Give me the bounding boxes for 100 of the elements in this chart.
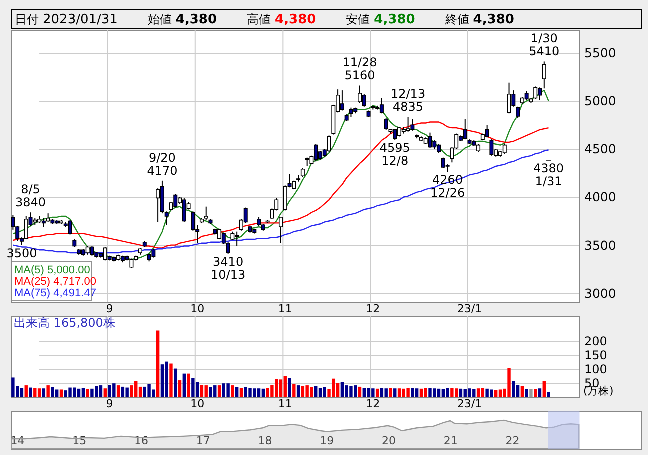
bar xyxy=(442,389,446,397)
candlestick xyxy=(362,94,366,108)
text: 日付 xyxy=(15,12,39,26)
bar xyxy=(218,386,222,397)
annotation: 12/13 4835 xyxy=(391,86,426,114)
candlestick xyxy=(358,85,362,104)
bar xyxy=(437,388,441,397)
bar xyxy=(121,386,125,397)
bar xyxy=(248,388,252,397)
candlestick xyxy=(90,246,94,256)
bar xyxy=(240,388,244,397)
annotation: 9/20 4170 xyxy=(147,150,178,178)
x-tick-label: 21 xyxy=(444,434,458,448)
bar xyxy=(538,388,542,397)
bar xyxy=(516,385,520,397)
bar xyxy=(323,387,326,397)
chart-title: 出来高 165,800株 xyxy=(14,316,116,330)
x-tick-label: 19 xyxy=(320,434,334,448)
candlestick xyxy=(410,118,415,132)
y-tick-label: 3000 xyxy=(584,286,616,301)
bar xyxy=(99,386,103,397)
bar xyxy=(512,381,516,397)
bar xyxy=(542,381,546,397)
bar xyxy=(402,388,406,397)
candlestick xyxy=(327,135,332,153)
bar xyxy=(200,385,204,397)
bar xyxy=(170,364,173,397)
text: 高値 xyxy=(247,12,272,26)
bar xyxy=(160,364,164,397)
bar xyxy=(446,388,450,397)
bar xyxy=(468,388,472,397)
bar xyxy=(204,386,208,397)
candlestick xyxy=(191,211,196,232)
x-tick-label: 22 xyxy=(506,434,520,448)
x-tick-label: 23/1 xyxy=(457,302,482,316)
annotation: 8/5 3840 xyxy=(15,182,46,210)
bar xyxy=(415,388,419,397)
x-tick-label: 11 xyxy=(278,302,292,316)
bar xyxy=(104,388,107,397)
annotation: 3500 xyxy=(6,246,38,260)
bar xyxy=(424,388,428,397)
candlestick xyxy=(507,82,512,114)
bar xyxy=(55,390,59,397)
bar xyxy=(411,388,414,397)
bar xyxy=(77,388,81,397)
bar xyxy=(174,368,178,397)
bar xyxy=(192,378,195,397)
bar xyxy=(292,384,296,397)
x-tick-label: 11 xyxy=(278,398,292,410)
x-tick-label: 10 xyxy=(190,302,205,316)
text: 始値 xyxy=(148,12,172,26)
candlestick xyxy=(164,211,169,226)
x-tick-label: 12 xyxy=(366,398,380,410)
bar xyxy=(34,388,37,397)
bar xyxy=(520,386,524,397)
text: MA(75) 4,491.47 xyxy=(14,288,96,300)
bar xyxy=(38,388,42,397)
x-tick-label: 15 xyxy=(72,434,87,448)
bar xyxy=(358,386,362,397)
candlestick xyxy=(516,106,520,119)
bar xyxy=(279,380,283,397)
bar xyxy=(209,387,212,397)
bar xyxy=(476,388,480,397)
bar xyxy=(406,388,410,397)
bar xyxy=(288,378,292,397)
candlestick xyxy=(68,220,72,236)
bar xyxy=(534,389,538,397)
bar xyxy=(459,388,463,397)
bar xyxy=(60,390,64,397)
candlestick xyxy=(156,188,160,223)
x-tick-label: 20 xyxy=(382,434,396,448)
candlestick xyxy=(130,258,134,269)
x-tick-label: 17 xyxy=(196,434,210,448)
bar xyxy=(450,388,454,397)
bar xyxy=(46,386,50,397)
y-tick-label: 4000 xyxy=(584,190,616,205)
bar xyxy=(196,382,200,397)
bar xyxy=(394,388,397,397)
bar xyxy=(530,389,533,397)
bar xyxy=(82,388,86,397)
candlestick xyxy=(485,124,490,138)
bar xyxy=(301,386,305,397)
bar xyxy=(90,388,94,397)
x-tick-label: 10 xyxy=(190,398,205,410)
y-tick-label: 3500 xyxy=(584,238,616,253)
candlestick xyxy=(380,98,384,114)
y-tick-label: 100 xyxy=(584,362,608,377)
candlestick xyxy=(340,90,344,112)
bar xyxy=(231,386,234,397)
bar xyxy=(380,388,384,397)
bar xyxy=(508,368,511,397)
candlestick xyxy=(534,86,538,100)
bar xyxy=(314,386,318,397)
bar xyxy=(420,388,424,397)
annotation: 1/30 5410 xyxy=(529,32,560,59)
bar xyxy=(398,388,402,397)
bar xyxy=(284,376,287,397)
candlestick xyxy=(502,144,507,154)
candlestick xyxy=(384,118,388,130)
bar xyxy=(296,386,300,397)
